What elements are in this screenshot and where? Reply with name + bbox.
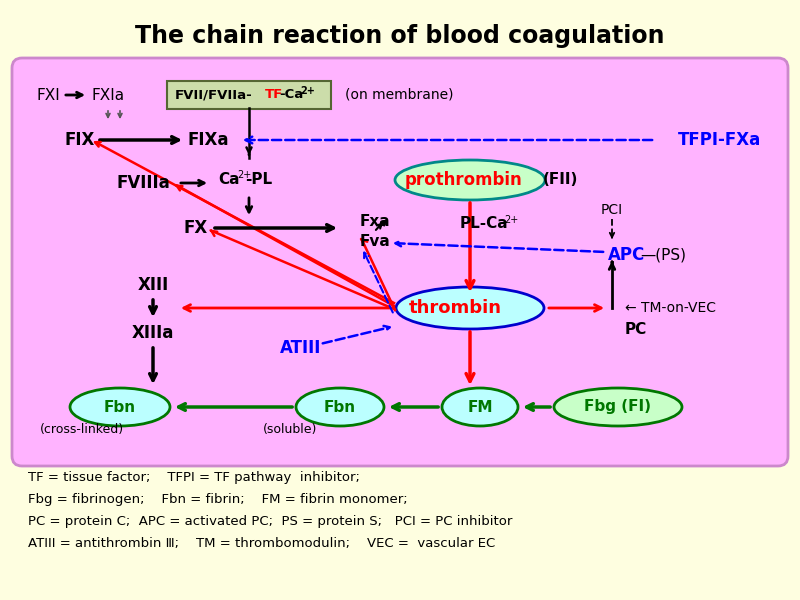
Text: (cross-linked): (cross-linked) [40, 424, 124, 437]
Text: thrombin: thrombin [409, 299, 502, 317]
Text: TF: TF [265, 88, 283, 101]
Text: FXI: FXI [36, 88, 60, 103]
Text: PL-Ca: PL-Ca [460, 217, 509, 232]
Ellipse shape [396, 287, 544, 329]
Text: 2+: 2+ [504, 215, 518, 225]
Ellipse shape [554, 388, 682, 426]
Text: -PL: -PL [245, 172, 272, 187]
Text: (soluble): (soluble) [263, 424, 317, 437]
Text: ATIII = antithrombin Ⅲ;    TM = thrombomodulin;    VEC =  vascular EC: ATIII = antithrombin Ⅲ; TM = thrombomodu… [28, 538, 495, 551]
Text: Fbg (FI): Fbg (FI) [585, 400, 651, 415]
Text: Fxa: Fxa [360, 214, 390, 229]
Text: APC: APC [608, 246, 646, 264]
Text: (on membrane): (on membrane) [345, 88, 454, 102]
Text: PC = protein C;  APC = activated PC;  PS = protein S;   PCI = PC inhibitor: PC = protein C; APC = activated PC; PS =… [28, 515, 512, 529]
Text: Fbg = fibrinogen;    Fbn = fibrin;    FM = fibrin monomer;: Fbg = fibrinogen; Fbn = fibrin; FM = fib… [28, 493, 408, 506]
Text: ATIII: ATIII [280, 339, 322, 357]
FancyBboxPatch shape [167, 81, 331, 109]
Text: FXIa: FXIa [91, 88, 125, 103]
FancyBboxPatch shape [12, 58, 788, 466]
Text: FX: FX [184, 219, 208, 237]
Ellipse shape [70, 388, 170, 426]
Text: The chain reaction of blood coagulation: The chain reaction of blood coagulation [135, 24, 665, 48]
Text: TF = tissue factor;    TFPI = TF pathway  inhibitor;: TF = tissue factor; TFPI = TF pathway in… [28, 472, 360, 485]
Text: PC: PC [625, 323, 647, 337]
Text: Ca: Ca [218, 172, 239, 187]
Text: 2+: 2+ [237, 170, 251, 180]
Text: Fbn: Fbn [324, 400, 356, 415]
Text: 2+: 2+ [300, 86, 315, 96]
Text: FVII/FVIIa-: FVII/FVIIa- [175, 88, 253, 101]
Text: (FII): (FII) [543, 173, 578, 187]
Text: Fva: Fva [360, 235, 390, 250]
Text: PCI: PCI [601, 203, 623, 217]
Text: -Ca: -Ca [279, 88, 303, 101]
Text: prothrombin: prothrombin [405, 171, 522, 189]
Text: FIXa: FIXa [187, 131, 229, 149]
Ellipse shape [296, 388, 384, 426]
Text: XIII: XIII [138, 276, 169, 294]
Ellipse shape [395, 160, 545, 200]
Text: FM: FM [467, 400, 493, 415]
Text: FVIIIa: FVIIIa [116, 174, 170, 192]
Ellipse shape [442, 388, 518, 426]
Text: XIIIa: XIIIa [132, 324, 174, 342]
Text: Fbn: Fbn [104, 400, 136, 415]
Text: TFPI-FXa: TFPI-FXa [678, 131, 762, 149]
Text: FIX: FIX [65, 131, 95, 149]
Text: —(PS): —(PS) [640, 247, 686, 263]
Text: ← TM-on-VEC: ← TM-on-VEC [625, 301, 716, 315]
